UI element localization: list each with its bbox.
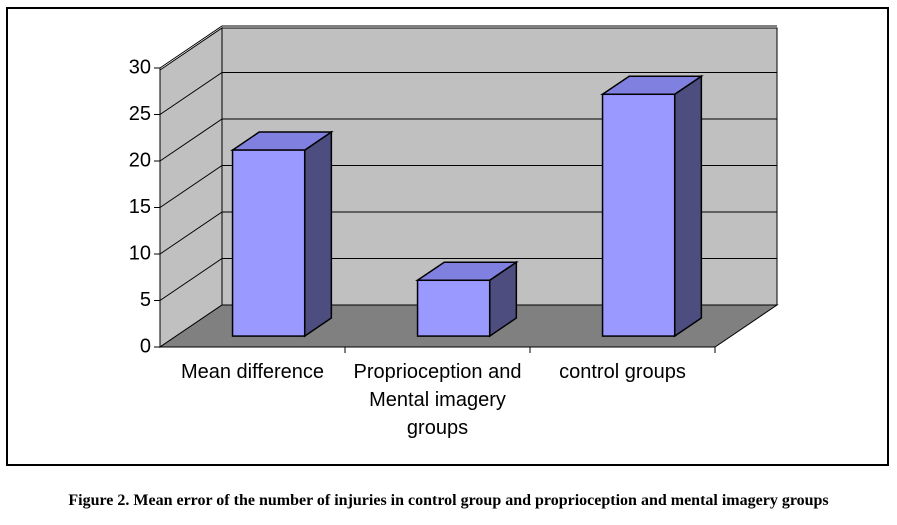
y-tick-label: 10 bbox=[129, 242, 151, 264]
caption: Figure 2. Mean error of the number of in… bbox=[68, 492, 829, 509]
grid-line bbox=[159, 25, 777, 69]
x-tick-label: control groups bbox=[559, 361, 686, 383]
y-tick-label: 20 bbox=[129, 149, 151, 171]
bar-side bbox=[303, 130, 333, 338]
y-tick-label: 15 bbox=[129, 196, 151, 218]
x-tick-label: Mean difference bbox=[180, 361, 325, 383]
grid-line bbox=[159, 258, 777, 301]
bar-side bbox=[673, 74, 703, 338]
x-tick-label: Proprioception and Mental imagery groups bbox=[353, 361, 522, 439]
grid-line bbox=[159, 72, 777, 115]
y-tick-label: 30 bbox=[129, 56, 151, 78]
y-tick-label: 0 bbox=[140, 335, 151, 357]
grid-line bbox=[159, 118, 777, 162]
y-tick-label: 5 bbox=[140, 289, 151, 311]
y-tick-label: 25 bbox=[129, 103, 151, 125]
bar bbox=[601, 93, 676, 337]
frame bbox=[6, 7, 889, 466]
grid-line bbox=[159, 211, 777, 255]
bar bbox=[231, 149, 306, 337]
grid-line bbox=[159, 165, 777, 208]
side-wall bbox=[159, 27, 223, 348]
bar bbox=[416, 279, 491, 337]
